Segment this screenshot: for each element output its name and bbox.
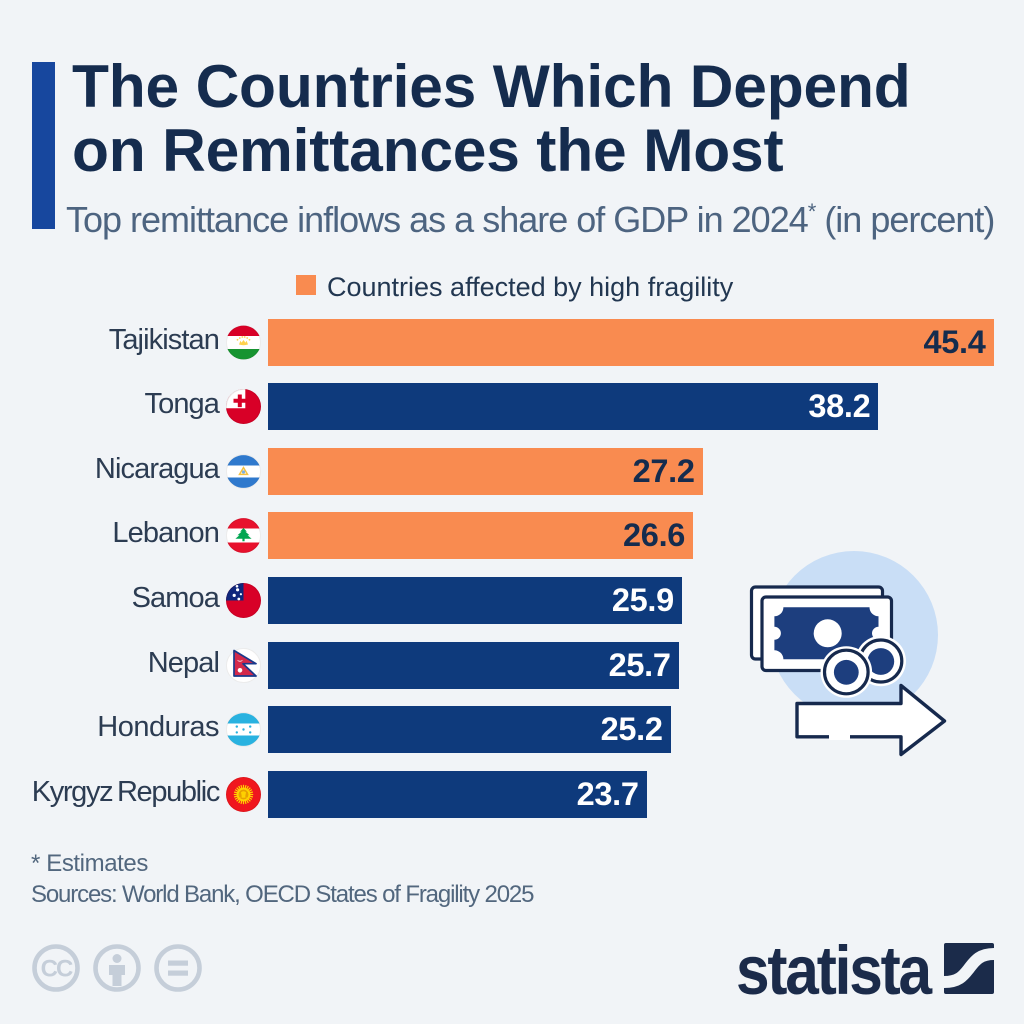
svg-text:CC: CC xyxy=(41,956,73,983)
